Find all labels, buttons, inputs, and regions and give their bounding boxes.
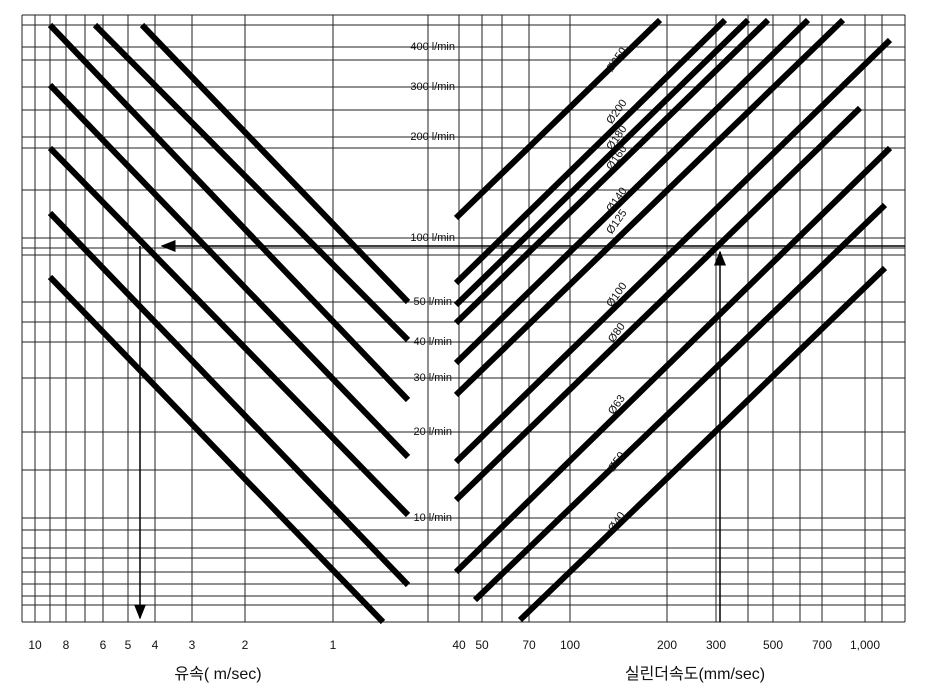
right-tick-label: 70 bbox=[522, 638, 536, 652]
cylinder-line bbox=[453, 17, 663, 221]
flow-label: 10 l/min bbox=[413, 512, 452, 524]
flow-label: 300 l/min bbox=[410, 81, 455, 93]
flow-label: 50 l/min bbox=[413, 296, 452, 308]
flow-label: 30 l/min bbox=[413, 372, 452, 384]
left-tick-label: 3 bbox=[189, 638, 196, 652]
cylinder-line bbox=[453, 145, 893, 575]
cylinder-line bbox=[453, 17, 846, 398]
flow-label: 40 l/min bbox=[413, 336, 452, 348]
left-tick-label: 5 bbox=[125, 638, 132, 652]
cylinder-line bbox=[517, 265, 888, 623]
diameter-label: Ø200 bbox=[604, 97, 629, 126]
cylinder-line bbox=[453, 37, 893, 465]
flow-line bbox=[47, 22, 411, 403]
right-tick-label: 700 bbox=[812, 638, 832, 652]
left-tick-label: 10 bbox=[28, 638, 42, 652]
flow-label: 400 l/min bbox=[410, 41, 455, 53]
left-tick-label: 6 bbox=[100, 638, 107, 652]
flow-label: 200 l/min bbox=[410, 131, 455, 143]
flow-line bbox=[47, 82, 411, 460]
right-axis-title: 실린더속도(mm/sec) bbox=[625, 665, 765, 683]
left-tick-label: 2 bbox=[242, 638, 249, 652]
left-tick-label: 1 bbox=[330, 638, 337, 652]
right-tick-label: 200 bbox=[657, 638, 677, 652]
right-tick-label: 500 bbox=[763, 638, 783, 652]
flow-line bbox=[92, 22, 411, 343]
left-axis-title: 유속( m/sec) bbox=[174, 665, 261, 683]
cylinder-line bbox=[472, 202, 888, 603]
flow-line bbox=[47, 274, 386, 625]
cylinder-line bbox=[453, 17, 751, 308]
left-tick-label: 4 bbox=[152, 638, 159, 652]
left-tick-label: 8 bbox=[63, 638, 70, 652]
flow-label: 100 l/min bbox=[410, 232, 455, 244]
grid bbox=[21, 14, 906, 623]
right-tick-label: 100 bbox=[560, 638, 580, 652]
cylinder-line bbox=[453, 17, 811, 366]
cylinder-line bbox=[453, 105, 863, 503]
cylinder-line bbox=[453, 17, 728, 286]
right-tick-label: 1,000 bbox=[850, 638, 880, 652]
flow-line bbox=[47, 210, 411, 588]
right-tick-label: 50 bbox=[475, 638, 489, 652]
cylinder-line bbox=[453, 17, 771, 326]
right-tick-label: 40 bbox=[452, 638, 466, 652]
flow-label: 20 l/min bbox=[413, 426, 452, 438]
right-tick-label: 300 bbox=[706, 638, 726, 652]
flow-line bbox=[47, 145, 411, 518]
flow-line bbox=[139, 22, 411, 305]
lines bbox=[47, 17, 893, 625]
